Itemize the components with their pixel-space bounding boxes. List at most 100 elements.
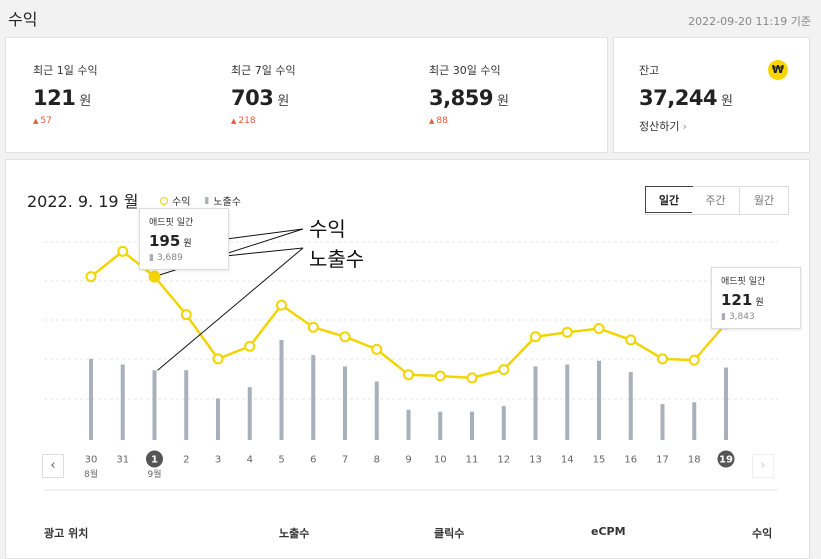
revenue-point <box>244 340 256 352</box>
annotation-impressions: 노출수 <box>309 247 365 271</box>
legend-impressions: ▮ 노출수 <box>204 195 241 209</box>
bar-chart-icon: ▮ <box>204 195 210 206</box>
revenue-point <box>434 370 446 382</box>
legend-revenue: 수익 <box>160 193 190 208</box>
x-tick-label: 10 <box>434 455 447 466</box>
revenue-point <box>498 364 510 376</box>
x-tick-label: 13 <box>529 455 542 466</box>
tab-daily[interactable]: 일간 <box>645 186 693 213</box>
x-tick-label: 3 <box>215 455 221 466</box>
up-triangle-icon: ▲ <box>33 117 39 125</box>
x-tick-label: 30 <box>85 455 98 466</box>
chevron-left-icon: ‹ <box>50 458 56 473</box>
tab-monthly[interactable]: 월간 <box>740 187 788 214</box>
revenue-point <box>212 353 224 365</box>
impressions-bar <box>660 404 665 440</box>
page-title: 수익 <box>8 10 38 29</box>
x-tick-label: 11 <box>466 455 479 466</box>
stat-7day: 최근 7일 수익 703 원 ▲ 218 <box>231 62 296 126</box>
revenue-chart: 30 8월 31 1 9월 2 3 4 5 6 7 8 9 10 11 12 13 14 15 16 17 18 19 <box>44 228 778 491</box>
next-button[interactable]: › <box>752 454 774 478</box>
settle-link[interactable]: 정산하기 › <box>639 120 687 133</box>
impressions-bar <box>279 340 284 440</box>
x-tick-label: 19 <box>719 455 733 466</box>
bar-chart-icon: ▮ <box>149 253 154 263</box>
chart-legend: 수익 ▮ 노출수 <box>160 193 241 208</box>
up-triangle-icon: ▲ <box>231 117 237 125</box>
revenue-point <box>85 271 97 283</box>
impressions-bar <box>152 370 157 440</box>
x-tick-label: 17 <box>656 455 669 466</box>
stat-30day: 최근 30일 수익 3,859 원 ▲ 88 <box>429 62 509 126</box>
stat-1day: 최근 1일 수익 121 원 ▲ 57 <box>33 62 98 126</box>
impressions-bar <box>565 364 570 440</box>
revenue-point <box>657 353 668 365</box>
revenue-point <box>117 245 129 257</box>
stat-delta: ▲ 218 <box>231 116 256 126</box>
impressions-bar <box>501 406 506 440</box>
revenue-point <box>148 270 161 283</box>
impressions-bar <box>692 402 697 440</box>
x-tick-label: 6 <box>310 455 316 466</box>
impressions-bar <box>247 387 252 440</box>
stat-label: 최근 1일 수익 <box>33 64 98 77</box>
impressions-bar <box>724 367 728 440</box>
col-clicks: 클릭수 <box>434 527 465 540</box>
x-tick-label: 31 <box>116 455 129 466</box>
stat-value: 121 원 <box>33 86 91 110</box>
chevron-right-icon: › <box>760 458 766 473</box>
impressions-bar <box>216 398 220 440</box>
x-tick-label: 12 <box>497 455 510 466</box>
x-tick-label: 7 <box>342 455 348 466</box>
revenue-point <box>466 372 478 384</box>
balance-label: 잔고 <box>639 64 660 77</box>
prev-button[interactable]: ‹ <box>42 454 64 478</box>
impressions-bar <box>470 411 474 440</box>
tooltip-value: 121 원 <box>721 291 764 309</box>
impressions-bar <box>597 360 601 440</box>
x-tick-label: 15 <box>593 455 606 466</box>
stat-value: 703 원 <box>231 86 289 110</box>
col-ad-location: 광고 위치 <box>44 527 89 540</box>
timestamp: 2022-09-20 11:19 기준 <box>688 15 811 28</box>
revenue-point <box>688 354 700 366</box>
period-tabs: 일간 주간 월간 <box>645 186 789 215</box>
x-tick-label: 16 <box>624 455 637 466</box>
revenue-point <box>403 369 414 381</box>
circle-icon <box>160 196 168 205</box>
stat-delta: ▲ 88 <box>429 116 448 126</box>
impressions-bar <box>184 370 189 440</box>
impressions-bar <box>406 409 411 440</box>
stat-label: 최근 30일 수익 <box>429 64 501 77</box>
impressions-bar <box>438 411 443 440</box>
annotation-line <box>157 247 304 371</box>
tooltip-sep-19: 애드핏 일간 121 원 ▮ 3,843 <box>711 267 801 329</box>
x-tick-label: 2 <box>183 455 189 466</box>
stat-label: 최근 7일 수익 <box>231 64 296 77</box>
col-impressions: 노출수 <box>279 527 310 540</box>
col-revenue: 수익 <box>752 527 773 540</box>
revenue-point <box>593 323 605 335</box>
balance-card: 잔고 37,244 원 정산하기 › ₩ <box>613 37 810 153</box>
balance-stat: 잔고 37,244 원 정산하기 › <box>639 62 733 134</box>
revenue-point <box>307 321 319 333</box>
up-triangle-icon: ▲ <box>429 117 435 125</box>
revenue-point <box>371 343 383 355</box>
tooltip-sep-1: 애드핏 일간 195 원 ▮ 3,689 <box>139 208 229 270</box>
chart-date: 2022. 9. 19 월 <box>27 192 139 211</box>
recent-revenue-card: 최근 1일 수익 121 원 ▲ 57 최근 7일 수익 703 원 ▲ 218 최근 … <box>5 37 608 153</box>
month-label: 9월 <box>147 468 161 480</box>
tooltip-impressions: ▮ 3,689 <box>149 253 183 263</box>
tab-weekly[interactable]: 주간 <box>692 187 740 214</box>
revenue-point <box>180 309 192 321</box>
x-tick-label: 1 <box>151 455 158 466</box>
impressions-bar <box>311 355 316 440</box>
x-tick-label: 9 <box>405 455 411 466</box>
impressions-bar <box>89 358 93 440</box>
impressions-bar <box>120 364 125 440</box>
impressions-bar <box>374 381 379 440</box>
won-icon: ₩ <box>768 60 788 80</box>
revenue-point <box>561 326 573 338</box>
x-tick-label: 14 <box>561 455 574 466</box>
day-highlight-badge <box>146 450 163 468</box>
